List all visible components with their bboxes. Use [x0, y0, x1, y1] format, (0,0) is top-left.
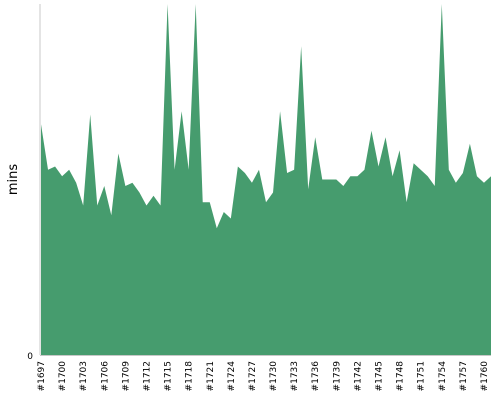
- x-tick-label: #1733: [290, 361, 300, 391]
- x-tick-label: #1718: [185, 361, 195, 392]
- y-tick-label: 0: [27, 352, 33, 362]
- x-tick-label: #1706: [100, 361, 110, 392]
- x-tick-label: #1712: [142, 361, 152, 391]
- x-tick-label: #1703: [79, 361, 89, 391]
- y-tick-labels: 0: [27, 352, 33, 362]
- x-tick-label: #1736: [311, 361, 321, 392]
- x-tick-label: #1751: [417, 361, 427, 391]
- x-tick-label: #1748: [396, 361, 406, 392]
- x-tick-labels: #1697 #1700 #1703 #1706 #1709 #1712 #1715 #1718…: [37, 361, 490, 392]
- x-tick-label: #1742: [353, 361, 363, 391]
- x-tick-label: #1727: [248, 361, 258, 391]
- x-tick-label: #1724: [227, 361, 237, 392]
- x-tick-label: #1760: [480, 361, 490, 392]
- x-tick-label: #1754: [438, 361, 448, 392]
- x-tick-label: #1709: [121, 361, 131, 392]
- x-tick-label: #1730: [269, 361, 279, 392]
- x-tick-label: #1745: [375, 361, 385, 391]
- x-tick-label: #1700: [58, 361, 68, 392]
- x-tick-label: #1757: [459, 361, 469, 391]
- x-tick-label: #1721: [206, 361, 216, 391]
- y-axis-label: mins: [6, 164, 21, 196]
- x-tick-label: #1715: [164, 361, 174, 391]
- series-area: [41, 4, 491, 355]
- x-tick-label: #1697: [37, 361, 47, 391]
- x-tick-label: #1739: [332, 361, 342, 392]
